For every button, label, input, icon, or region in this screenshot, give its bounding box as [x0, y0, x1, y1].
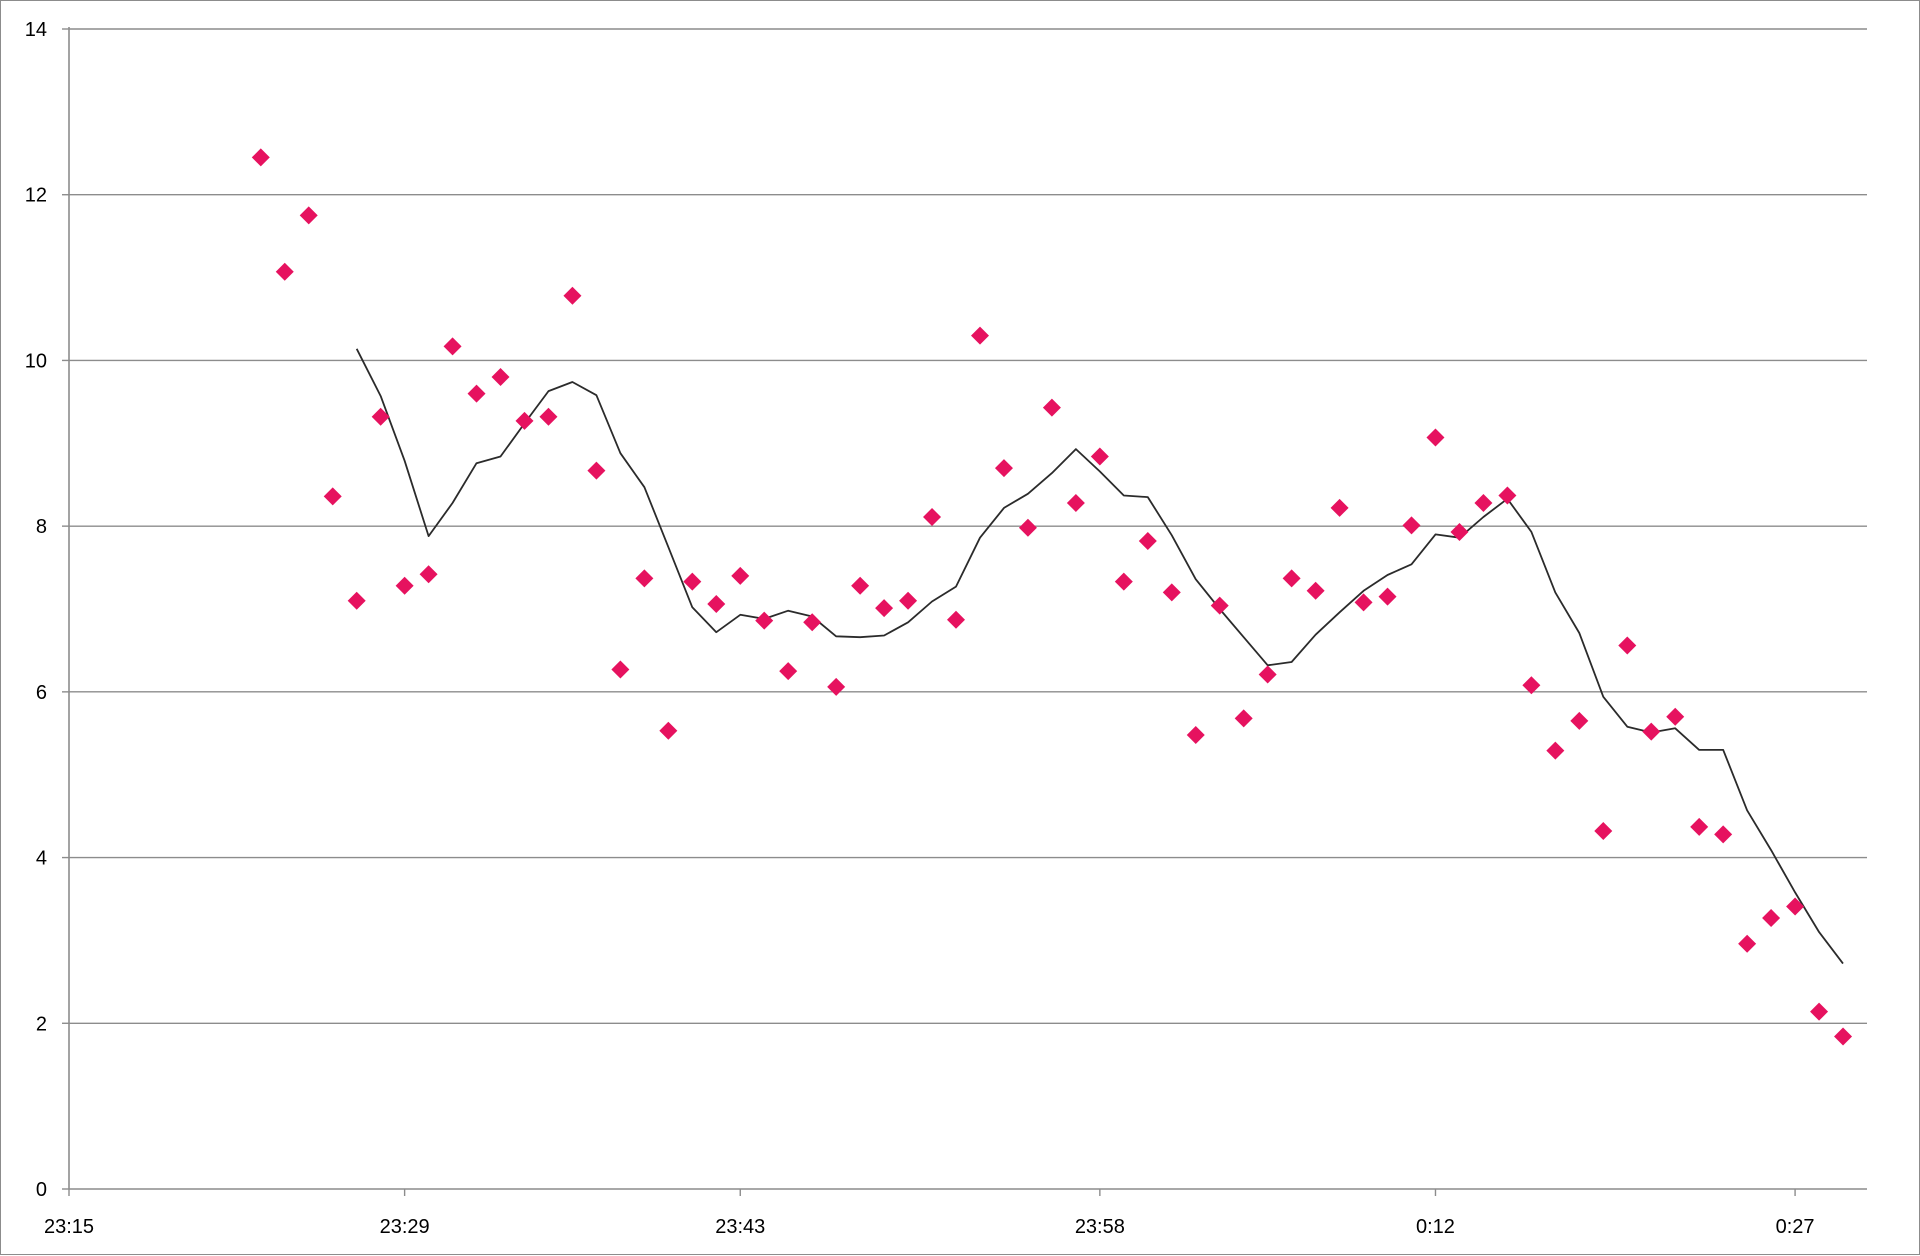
data-point: [587, 461, 606, 480]
data-point: [275, 262, 294, 281]
data-point: [1474, 493, 1493, 512]
data-point: [851, 576, 870, 595]
data-point: [1810, 1002, 1829, 1021]
data-point: [1498, 486, 1517, 505]
data-point: [611, 660, 630, 679]
data-point: [539, 407, 558, 426]
data-point: [803, 613, 822, 632]
data-point: [467, 384, 486, 403]
x-tick-label: 23:29: [380, 1216, 430, 1238]
data-point: [1090, 447, 1109, 466]
data-point: [1594, 822, 1613, 841]
data-point: [1546, 741, 1565, 760]
data-point: [1786, 897, 1805, 916]
y-tick-label: 4: [36, 848, 47, 870]
data-point: [755, 611, 774, 630]
data-point: [1306, 581, 1325, 600]
x-tick-label: 23:43: [715, 1216, 765, 1238]
data-point: [395, 576, 414, 595]
trend-line: [355, 348, 1844, 965]
data-point: [1210, 596, 1229, 615]
data-point: [875, 599, 894, 618]
data-point: [1762, 909, 1781, 928]
data-point: [1066, 493, 1085, 512]
y-tick-label: 0: [36, 1179, 47, 1201]
data-point: [1450, 522, 1469, 541]
data-point: [683, 572, 702, 591]
data-point: [443, 337, 462, 356]
data-point: [1282, 569, 1301, 588]
data-point: [659, 721, 678, 740]
data-point: [923, 508, 942, 527]
data-point: [1042, 398, 1061, 417]
data-point: [947, 610, 966, 629]
data-point: [970, 326, 989, 345]
data-point: [1570, 711, 1589, 730]
data-point: [299, 206, 318, 225]
data-point: [1114, 572, 1133, 591]
x-axis-tick-labels: 23:15 23:29 23:43 23:58 0:12 0:27: [44, 1216, 1815, 1238]
data-point: [1354, 593, 1373, 612]
data-point: [1330, 498, 1349, 517]
data-point: [1522, 676, 1541, 695]
x-tick-label: 23:15: [44, 1216, 94, 1238]
data-point: [491, 368, 510, 386]
data-point: [1618, 636, 1637, 655]
data-point: [563, 286, 582, 305]
data-point: [347, 591, 366, 610]
x-tick-label: 23:58: [1075, 1216, 1125, 1238]
y-axis-tick-labels: 0 2 4 6 8 10 12 14: [25, 19, 47, 1201]
data-point: [1666, 707, 1685, 726]
data-point: [779, 662, 798, 681]
gridlines: [69, 28, 1867, 1024]
data-point: [1834, 1027, 1853, 1046]
y-tick-label: 14: [25, 19, 47, 41]
y-tick-label: 2: [36, 1013, 47, 1035]
data-point: [1018, 518, 1037, 537]
data-point: [707, 595, 726, 614]
data-point: [635, 569, 654, 588]
axes: [62, 27, 1867, 1196]
data-point: [1162, 583, 1181, 602]
data-point: [899, 591, 918, 610]
y-tick-label: 10: [25, 350, 47, 372]
data-point: [1378, 587, 1397, 606]
data-point: [1186, 725, 1205, 744]
data-point: [371, 407, 390, 426]
data-point: [994, 459, 1013, 478]
trend-line-layer: [355, 348, 1844, 965]
y-tick-label: 12: [25, 185, 47, 207]
data-point: [731, 566, 750, 585]
data-point: [515, 411, 534, 430]
x-tick-label: 0:27: [1776, 1216, 1815, 1238]
x-tick-label: 0:12: [1416, 1216, 1455, 1238]
data-point: [1258, 665, 1277, 684]
data-point: [1642, 722, 1661, 741]
data-point: [1690, 817, 1709, 836]
data-point: [1426, 428, 1445, 447]
data-point: [251, 148, 270, 167]
data-point: [1138, 532, 1157, 551]
data-point: [1714, 825, 1733, 844]
y-tick-label: 6: [36, 682, 47, 704]
data-point: [1234, 709, 1253, 728]
data-point: [827, 677, 846, 696]
data-point: [323, 487, 342, 506]
data-point: [1738, 934, 1757, 953]
data-point: [1402, 516, 1421, 535]
data-points-layer: [251, 148, 1853, 1046]
y-tick-label: 8: [36, 516, 47, 538]
data-point: [419, 565, 438, 584]
